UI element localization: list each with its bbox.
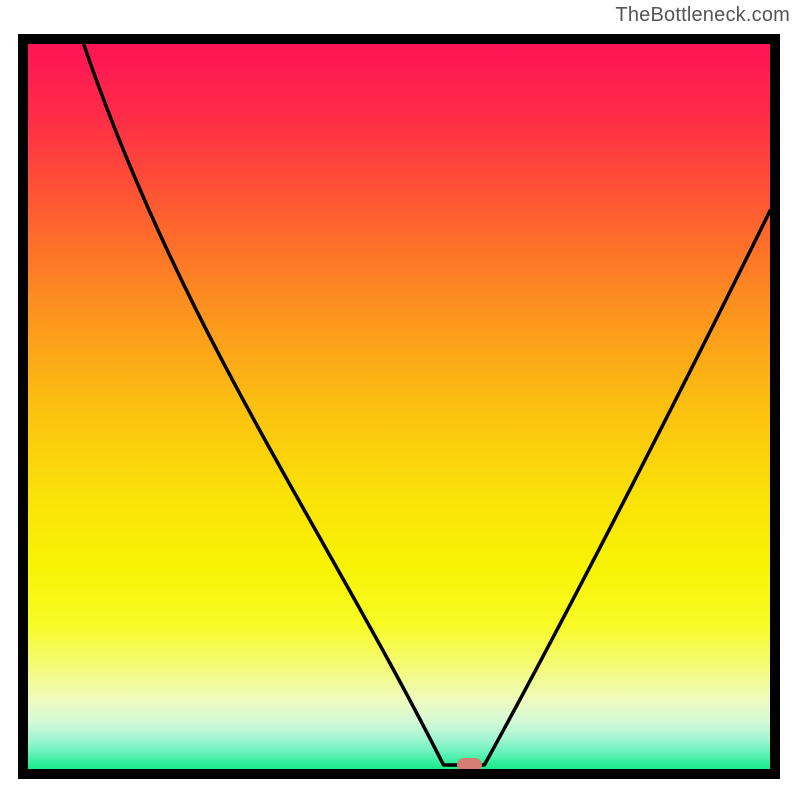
bottleneck-curve — [28, 44, 770, 769]
optimal-marker — [457, 758, 483, 769]
frame-border-left — [18, 34, 28, 779]
frame-border-right — [770, 34, 780, 779]
watermark-text: TheBottleneck.com — [615, 4, 790, 27]
frame-border-bottom — [18, 769, 780, 779]
plot-area — [28, 44, 770, 769]
chart-container: TheBottleneck.com — [0, 0, 800, 800]
frame-border-top — [18, 34, 780, 44]
